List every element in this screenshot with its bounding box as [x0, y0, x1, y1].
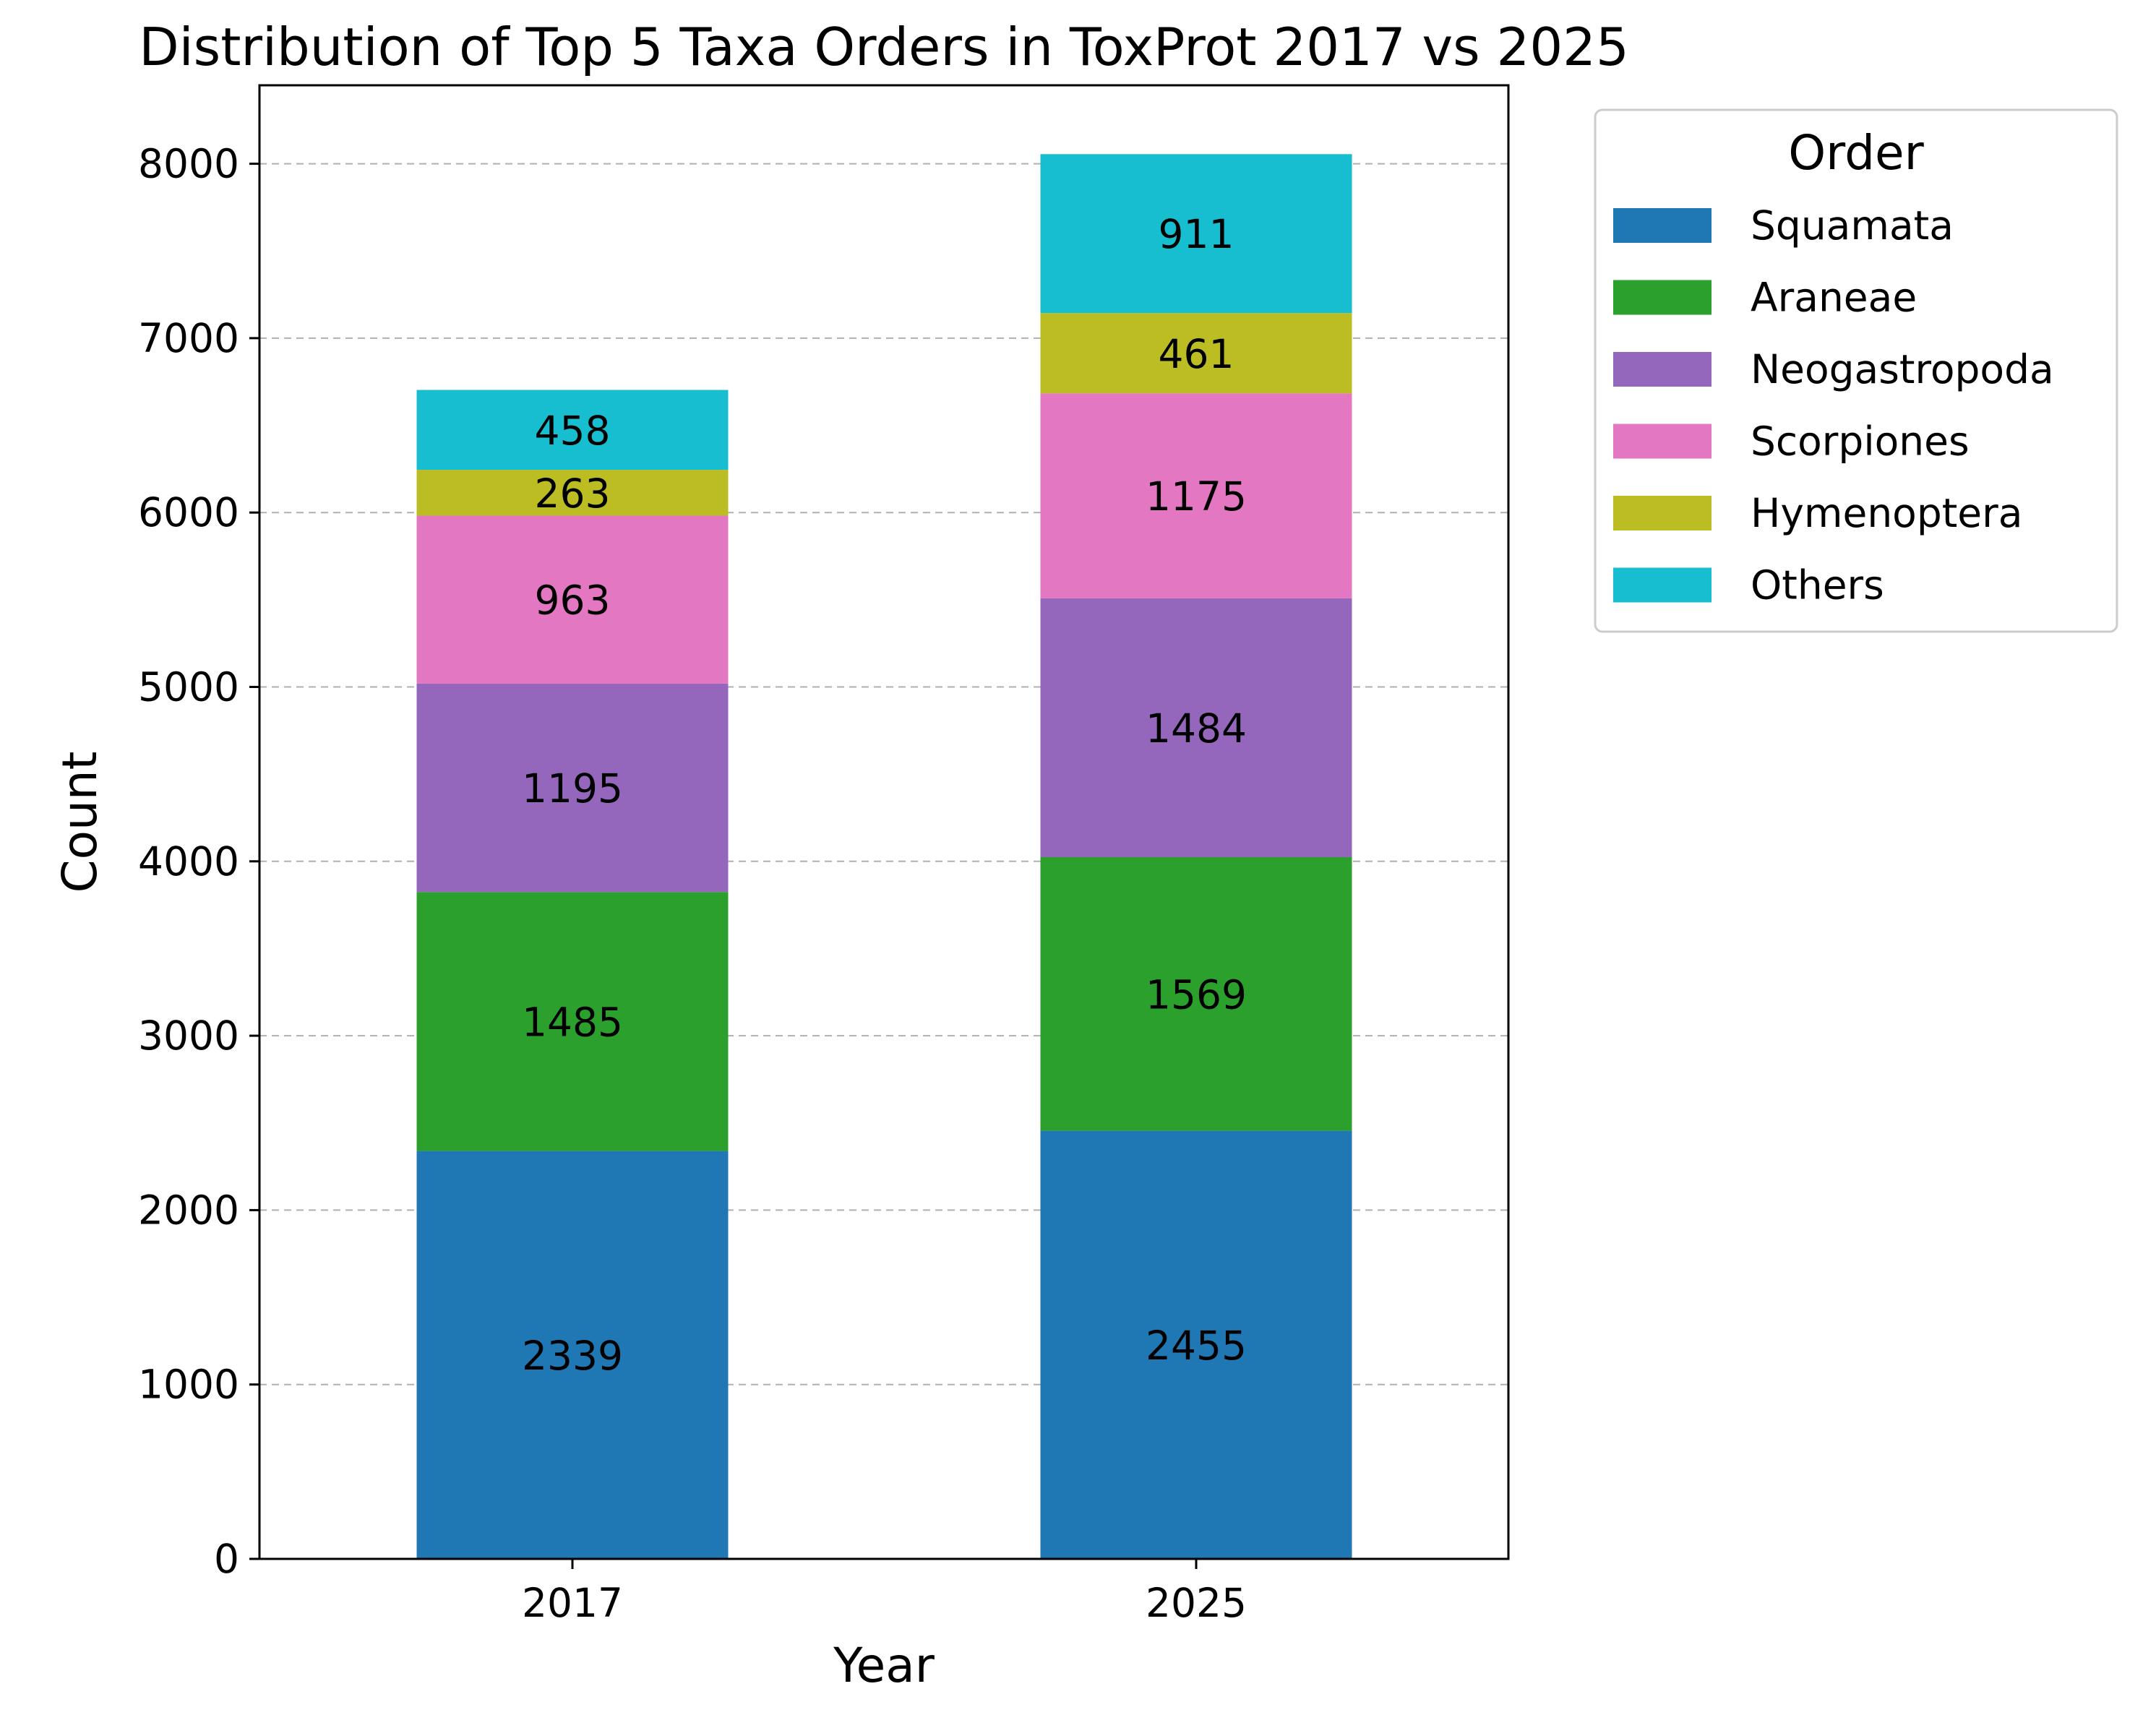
bar-value-label: 1195 — [522, 765, 623, 812]
legend-swatch — [1613, 424, 1712, 459]
y-axis-label: Count — [52, 751, 108, 893]
legend-swatch — [1613, 567, 1712, 603]
bar-segment — [416, 683, 729, 893]
y-tick-label: 0 — [214, 1536, 239, 1582]
bar-segment — [1040, 154, 1352, 314]
legend-label: Hymenoptera — [1751, 490, 2022, 536]
legend-label: Squamata — [1751, 202, 1954, 249]
y-tick-label: 6000 — [138, 489, 239, 536]
legend-frame — [1594, 108, 2118, 633]
legend-swatch — [1613, 208, 1712, 243]
bar-value-label: 911 — [1159, 211, 1234, 257]
bar-value-label: 1175 — [1146, 473, 1247, 520]
y-tick-label: 8000 — [138, 141, 239, 187]
bar-segment — [1040, 857, 1352, 1131]
bar-value-label: 458 — [535, 408, 611, 454]
legend-swatch — [1613, 352, 1712, 387]
bar-value-label: 1485 — [522, 999, 623, 1045]
chart-title: Distribution of Top 5 Taxa Orders in Tox… — [139, 17, 1629, 77]
bar-segment — [416, 515, 729, 684]
y-tick-label: 2000 — [138, 1187, 239, 1233]
bar-value-label: 461 — [1159, 331, 1234, 377]
bar-value-labels: 2339 1485 1195 963 263 458 2455 1569 1484 1175 461… — [522, 211, 1247, 1379]
legend-title: Order — [1788, 125, 1924, 181]
bar-value-label: 963 — [535, 577, 611, 624]
bar-segment — [1040, 393, 1352, 598]
legend: Order Squamata Araneae Neogastropoda Scorpi… — [1594, 108, 2118, 633]
axes-frame — [258, 84, 1510, 1560]
bar-segment — [416, 390, 729, 470]
bar-segment — [1040, 313, 1352, 394]
bar-value-label: 1484 — [1146, 705, 1247, 752]
legend-label: Araneae — [1751, 275, 1917, 321]
y-tick-label: 7000 — [138, 315, 239, 361]
legend-swatch — [1613, 280, 1712, 315]
bar-segment — [1040, 1130, 1352, 1559]
y-tick-label: 4000 — [138, 838, 239, 885]
legend-label: Scorpiones — [1751, 418, 1970, 465]
y-tick-label: 1000 — [138, 1362, 239, 1408]
x-tick-label: 2025 — [1146, 1580, 1247, 1626]
bar-value-label: 2339 — [522, 1333, 623, 1379]
x-axis-ticks: 2017 2025 — [522, 1559, 1247, 1626]
legend-swatch — [1613, 496, 1712, 530]
bar-value-label: 2455 — [1146, 1323, 1247, 1369]
legend-items: Squamata Araneae Neogastropoda Scorpiones Hy… — [1613, 202, 2054, 609]
bar-segment — [416, 892, 729, 1151]
y-tick-label: 3000 — [138, 1013, 239, 1059]
bar-segment — [416, 1151, 729, 1559]
bar-segment — [416, 470, 729, 516]
bar-segment — [1040, 598, 1352, 858]
x-tick-label: 2017 — [522, 1580, 623, 1626]
x-axis-label: Year — [833, 1638, 935, 1693]
legend-label: Others — [1751, 562, 1884, 609]
bar-value-label: 1569 — [1146, 971, 1247, 1018]
y-axis-ticks: 0 1000 2000 3000 4000 5000 6000 7000 8000 — [138, 141, 259, 1582]
bars — [416, 154, 1352, 1559]
y-tick-label: 5000 — [138, 663, 239, 710]
legend-label: Neogastropoda — [1751, 346, 2054, 392]
bar-value-label: 263 — [535, 470, 611, 517]
